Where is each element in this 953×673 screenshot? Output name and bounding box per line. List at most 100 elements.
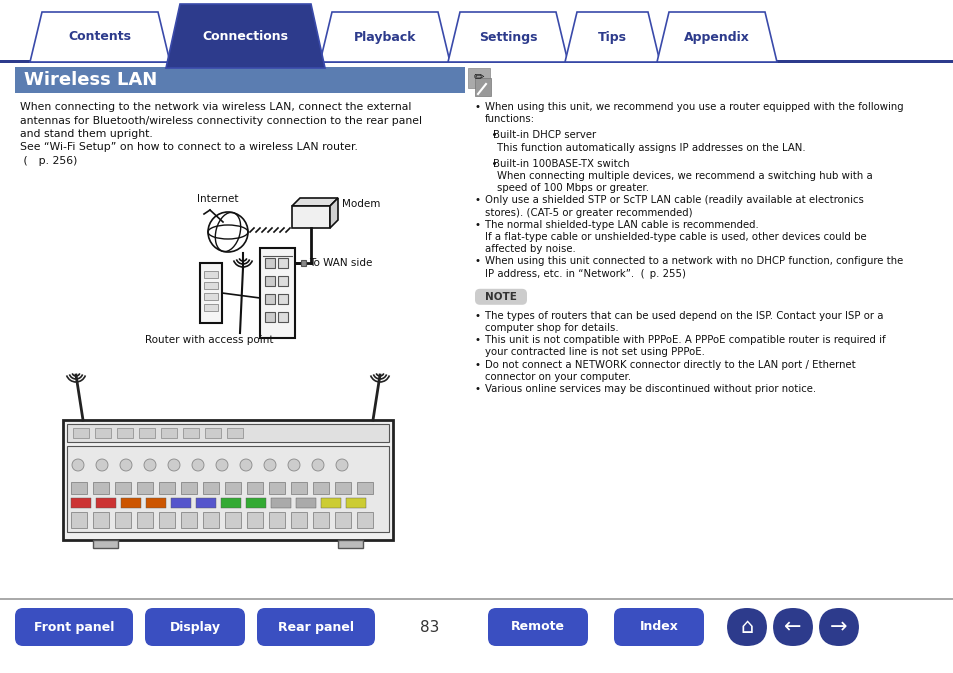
Bar [277,258,288,268]
Bar [335,482,351,494]
Text: Various online services may be discontinued without prior notice.: Various online services may be discontin… [484,384,815,394]
Text: •: • [475,220,480,229]
Bar [356,482,373,494]
Circle shape [144,459,156,471]
Text: •: • [475,384,480,394]
Polygon shape [657,12,776,62]
Bar [225,482,241,494]
Text: •: • [484,131,497,141]
Bar [335,512,351,528]
Bar [269,482,285,494]
Bar [71,498,91,508]
Bar [67,424,389,442]
Bar [468,68,490,88]
Circle shape [312,459,324,471]
FancyBboxPatch shape [475,289,526,305]
Bar [247,482,263,494]
Text: •: • [484,159,497,169]
Bar [63,420,393,540]
Polygon shape [448,12,567,62]
FancyBboxPatch shape [15,608,132,646]
Bar [271,498,291,508]
Bar [204,304,218,311]
Text: •: • [475,102,480,112]
Text: This function automatically assigns IP addresses on the LAN.: This function automatically assigns IP a… [497,143,804,153]
Text: When using this unit connected to a network with no DHCP function, configure the: When using this unit connected to a netw… [484,256,902,267]
Text: Remote: Remote [511,621,564,633]
Bar [313,512,329,528]
Text: (  p. 256): ( p. 256) [20,156,77,166]
Text: stores). (CAT-5 or greater recommended): stores). (CAT-5 or greater recommended) [484,207,692,217]
Circle shape [168,459,180,471]
Text: Built-in DHCP server: Built-in DHCP server [493,131,596,141]
Polygon shape [330,198,337,228]
Bar [15,67,464,93]
Bar [137,512,152,528]
Bar [95,428,111,438]
Text: Wireless LAN: Wireless LAN [24,71,157,89]
Bar [161,428,177,438]
Text: Rear panel: Rear panel [277,621,354,633]
Bar [291,512,307,528]
Bar [269,512,285,528]
Text: Only use a shielded STP or ScTP LAN cable (readily available at electronics: Only use a shielded STP or ScTP LAN cabl… [484,195,863,205]
Text: •: • [475,256,480,267]
FancyBboxPatch shape [818,608,858,646]
Text: When connecting to the network via wireless LAN, connect the external: When connecting to the network via wirel… [20,102,411,112]
Text: →: → [829,617,847,637]
Text: ⌂: ⌂ [740,617,753,637]
Bar [71,482,87,494]
Text: and stand them upright.: and stand them upright. [20,129,152,139]
FancyBboxPatch shape [614,608,703,646]
Text: Settings: Settings [478,30,537,44]
Text: speed of 100 Mbps or greater.: speed of 100 Mbps or greater. [497,183,648,193]
Polygon shape [166,4,325,68]
Text: •: • [475,359,480,369]
Text: Playback: Playback [354,30,416,44]
Bar [204,293,218,300]
Text: 83: 83 [420,620,439,635]
Text: The normal shielded-type LAN cable is recommended.: The normal shielded-type LAN cable is re… [484,220,758,229]
Circle shape [120,459,132,471]
Bar [96,498,116,508]
Text: Connections: Connections [202,30,288,44]
Bar [346,498,366,508]
FancyBboxPatch shape [772,608,812,646]
Bar [73,428,89,438]
Text: affected by noise.: affected by noise. [484,244,576,254]
Bar [137,482,152,494]
Bar [320,498,340,508]
Text: Contents: Contents [69,30,132,44]
Text: •: • [475,195,480,205]
Bar [265,294,274,304]
Text: Router with access point: Router with access point [145,335,274,345]
Text: When using this unit, we recommend you use a router equipped with the following: When using this unit, we recommend you u… [484,102,902,112]
Bar [121,498,141,508]
Bar [159,482,174,494]
FancyBboxPatch shape [488,608,587,646]
Bar [67,446,389,532]
Circle shape [335,459,348,471]
Text: ✏: ✏ [474,71,484,85]
Text: •: • [475,335,480,345]
Bar [0,60,953,63]
Text: Tips: Tips [598,30,626,44]
Polygon shape [292,198,337,206]
Text: To WAN side: To WAN side [309,258,372,268]
Bar [183,428,199,438]
Text: When connecting multiple devices, we recommend a switching hub with a: When connecting multiple devices, we rec… [497,171,872,181]
Text: connector on your computer.: connector on your computer. [484,371,631,382]
Text: Display: Display [170,621,220,633]
Bar [115,512,131,528]
Text: functions:: functions: [484,114,535,125]
Bar [205,428,221,438]
Bar [92,482,109,494]
Bar [92,512,109,528]
Text: Internet: Internet [197,194,238,204]
Bar [295,498,315,508]
Text: ←: ← [783,617,801,637]
Bar [159,512,174,528]
Bar [337,540,363,548]
Polygon shape [319,12,450,62]
Bar [291,482,307,494]
